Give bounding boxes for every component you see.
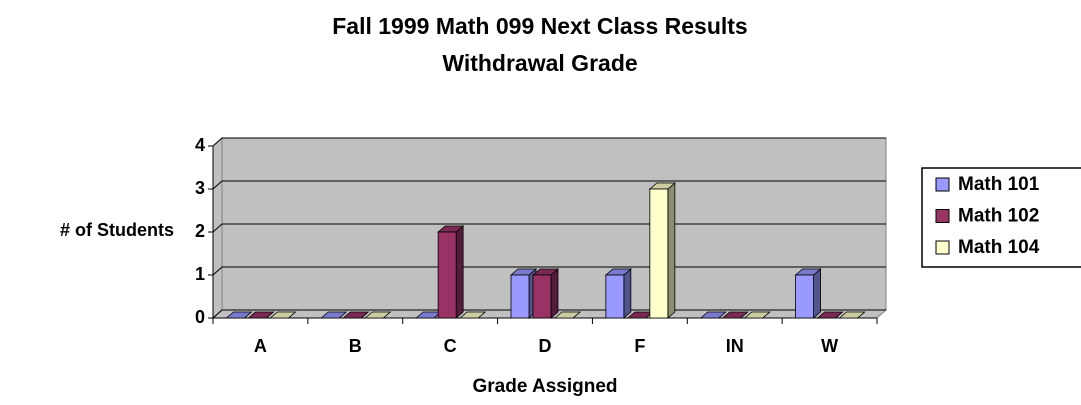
grid-line <box>212 137 886 147</box>
y-tick-label: 1 <box>195 264 205 284</box>
bar <box>225 311 253 319</box>
x-tick-label: F <box>634 336 645 356</box>
bar <box>531 268 560 319</box>
y-tick-label: 3 <box>195 178 205 198</box>
bar-front <box>605 274 625 319</box>
bar <box>743 311 771 319</box>
bar <box>604 268 632 319</box>
legend-swatch <box>935 240 950 255</box>
bar-front <box>510 274 530 319</box>
x-tick-label: A <box>254 336 267 356</box>
y-tick-label: 0 <box>195 307 205 327</box>
grid-line <box>212 180 886 190</box>
x-tick-label: D <box>539 336 552 356</box>
bar-top <box>743 311 771 319</box>
bar-top <box>364 311 392 319</box>
bar-top <box>721 311 749 319</box>
legend-label: Math 104 <box>958 237 1040 258</box>
legend-label: Math 102 <box>958 206 1039 227</box>
bar <box>342 311 370 319</box>
bar-side <box>455 225 464 319</box>
chart-title: Fall 1999 Math 099 Next Class Results <box>332 13 747 39</box>
bar <box>509 268 538 319</box>
bar-front <box>437 231 457 319</box>
y-tick-label: 2 <box>195 221 205 241</box>
bar-top <box>269 311 297 319</box>
x-tick-label: B <box>349 336 362 356</box>
bar-side <box>550 268 559 319</box>
legend-label: Math 101 <box>958 174 1040 195</box>
y-tick-label: 4 <box>195 135 205 155</box>
bar-top <box>553 311 582 319</box>
bar <box>437 225 465 319</box>
bar-top <box>342 311 370 319</box>
x-tick-label: C <box>444 336 457 356</box>
bar-top <box>320 311 348 319</box>
bar <box>699 311 727 319</box>
bar <box>838 311 866 319</box>
bar <box>247 311 275 319</box>
bar-side <box>667 182 676 319</box>
bar-top <box>459 311 487 319</box>
bar <box>269 311 297 319</box>
bar-front <box>649 188 669 319</box>
bar <box>794 268 822 319</box>
x-tick-label: IN <box>726 336 744 356</box>
legend-swatch <box>935 209 950 223</box>
x-tick-label: W <box>821 336 838 356</box>
bar <box>320 311 348 319</box>
legend-swatch <box>935 177 950 192</box>
bar <box>816 311 844 319</box>
bar-top <box>225 311 253 319</box>
bar <box>364 311 392 319</box>
bar-top <box>838 311 866 319</box>
bar-side <box>813 268 821 319</box>
bar-front <box>532 274 552 319</box>
chart-subtitle: Withdrawal Grade <box>442 50 637 76</box>
bar-side <box>623 268 632 319</box>
bar-front <box>795 274 814 319</box>
bar <box>721 311 749 319</box>
y-axis-label: # of Students <box>60 220 174 240</box>
bar-top <box>247 311 275 319</box>
x-axis-label: Grade Assigned <box>472 376 617 397</box>
bar <box>553 311 582 319</box>
bar-top <box>699 311 727 319</box>
bar-top <box>816 311 844 319</box>
bar <box>648 182 676 319</box>
bar <box>459 311 487 319</box>
